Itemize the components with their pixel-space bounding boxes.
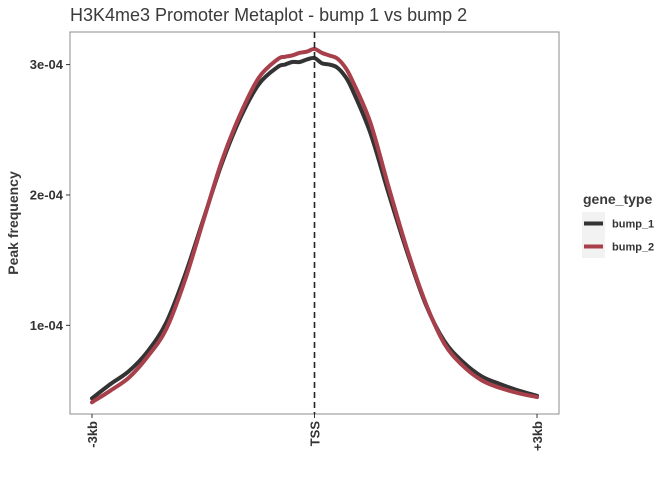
series-layer [90, 46, 539, 405]
chart-title: H3K4me3 Promoter Metaplot - bump 1 vs bu… [70, 5, 467, 25]
series-line-bump-2 [90, 46, 539, 405]
x-tick-label: +3kb [530, 421, 545, 451]
y-tick-label: 3e-04 [30, 57, 64, 72]
legend-label: bump_2 [612, 242, 654, 254]
x-tick-label: -3kb [85, 421, 100, 448]
y-tick-label: 1e-04 [30, 318, 64, 333]
y-axis-label: Peak frequency [5, 171, 21, 275]
legend: gene_type bump_1 bump_2 [582, 191, 654, 258]
legend-title: gene_type [583, 191, 652, 207]
x-axis: -3kb TSS +3kb [85, 414, 545, 451]
legend-label: bump_1 [612, 219, 654, 231]
x-tick-label: TSS [308, 421, 323, 447]
y-tick-label: 2e-04 [30, 187, 64, 202]
y-axis: 1e-04 2e-04 3e-04 [30, 57, 70, 333]
